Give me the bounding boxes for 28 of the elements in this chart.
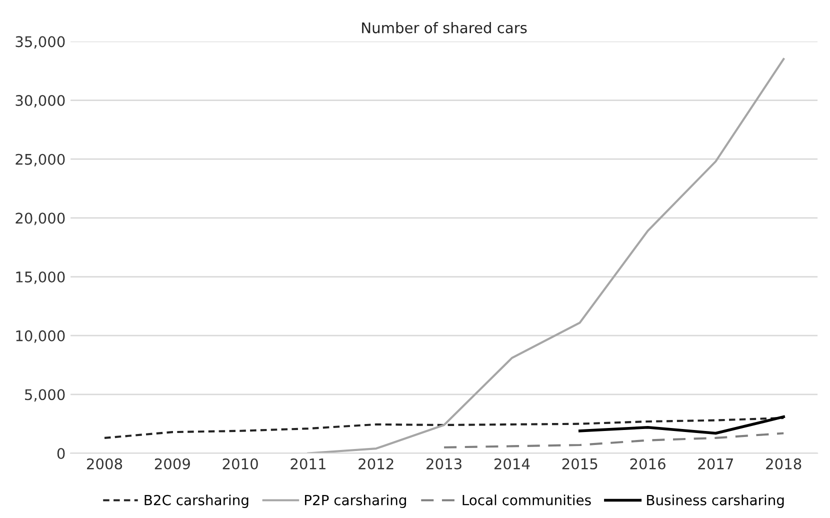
line-series xyxy=(103,416,785,439)
legend-label: Business carsharing xyxy=(647,494,784,508)
y-tick-label: 20,000 xyxy=(16,212,65,226)
y-tick-label: 25,000 xyxy=(16,154,65,166)
line-series xyxy=(578,415,785,435)
y-tick-label: 35,000 xyxy=(16,36,65,49)
x-tick-label: 2017 xyxy=(698,458,733,470)
x-tick-label: 2010 xyxy=(222,458,258,470)
legend-label: B2C carsharing xyxy=(144,494,248,508)
y-tick-label: 30,000 xyxy=(16,94,65,108)
line-series xyxy=(307,58,785,454)
x-tick-label: 2011 xyxy=(290,458,326,470)
y-tick-label: 10,000 xyxy=(16,330,65,343)
legend-label: P2P carsharing xyxy=(305,494,406,508)
x-tick-label: 2018 xyxy=(766,458,802,470)
y-tick-label: 0 xyxy=(57,448,65,459)
x-tick-label: 2009 xyxy=(154,458,190,470)
x-tick-label: 2016 xyxy=(630,458,666,470)
x-tick-label: 2012 xyxy=(358,458,394,470)
x-tick-label: 2015 xyxy=(562,458,598,470)
y-tick-label: 5,000 xyxy=(25,389,65,402)
legend-label: Local communities xyxy=(462,494,591,506)
line-series xyxy=(443,432,785,448)
chart-title: Number of shared cars xyxy=(362,22,527,34)
y-tick-label: 15,000 xyxy=(16,271,65,284)
x-tick-label: 2013 xyxy=(426,458,462,470)
x-tick-label: 2008 xyxy=(87,458,122,470)
x-tick-label: 2014 xyxy=(494,458,530,470)
